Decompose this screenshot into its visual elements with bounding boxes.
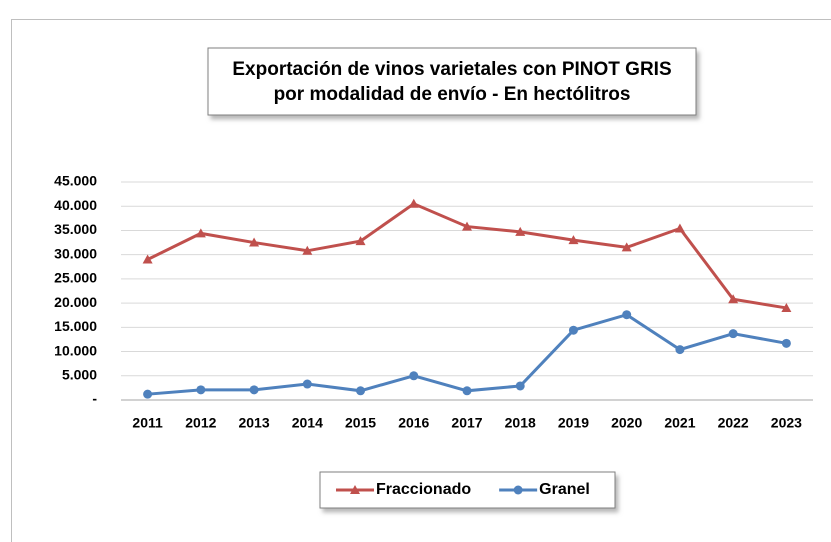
marker	[621, 242, 632, 252]
x-tick-label: 2012	[185, 415, 216, 431]
x-tick-label: 2022	[718, 415, 749, 431]
x-tick-label: 2023	[771, 415, 802, 431]
x-tick-label: 2014	[292, 415, 323, 431]
marker	[409, 371, 419, 381]
marker	[781, 302, 792, 312]
y-tick-label: 45.000	[54, 173, 97, 189]
y-tick-label: 30.000	[54, 245, 97, 261]
y-tick-label: 20.000	[54, 294, 97, 310]
x-tick-label: 2016	[398, 415, 429, 431]
y-tick-label: 25.000	[54, 270, 97, 286]
marker	[196, 385, 206, 395]
marker	[622, 310, 632, 320]
x-tick-label: 2019	[558, 415, 589, 431]
marker	[568, 325, 578, 335]
marker	[675, 345, 685, 355]
marker	[143, 389, 153, 399]
marker	[568, 235, 579, 245]
x-tick-label: 2017	[451, 415, 482, 431]
marker	[674, 223, 685, 233]
y-tick-label: 10.000	[54, 342, 97, 358]
y-tick-label: 35.000	[54, 221, 97, 237]
x-tick-label: 2018	[505, 415, 536, 431]
marker	[728, 329, 738, 339]
x-tick-label: 2015	[345, 415, 376, 431]
title-box	[207, 47, 697, 116]
marker	[249, 385, 259, 395]
marker	[728, 294, 739, 304]
marker	[355, 236, 366, 246]
chart-title: Exportación de vinos varietales con PINO…	[232, 59, 671, 80]
y-tick-label: 15.000	[54, 318, 97, 334]
y-tick-label: -	[92, 391, 97, 407]
marker	[356, 386, 366, 396]
marker	[515, 226, 526, 236]
x-tick-label: 2013	[238, 415, 269, 431]
x-tick-label: 2021	[664, 415, 695, 431]
legend-label: Granel	[539, 481, 590, 498]
marker	[462, 386, 472, 396]
y-tick-label: 5.000	[62, 366, 97, 382]
marker	[195, 228, 206, 238]
marker	[462, 221, 472, 231]
marker	[302, 245, 313, 255]
chart-title: por modalidad de envío - En hectólitros	[274, 84, 631, 105]
legend-marker	[513, 485, 523, 495]
x-tick-label: 2020	[611, 415, 642, 431]
marker	[515, 381, 525, 391]
marker	[408, 198, 419, 208]
marker	[302, 379, 312, 389]
legend-marker	[350, 485, 360, 494]
x-tick-label: 2011	[132, 415, 163, 431]
marker	[249, 237, 260, 247]
y-tick-label: 40.000	[54, 197, 97, 213]
marker	[781, 338, 791, 348]
legend-label: Fraccionado	[376, 481, 471, 498]
marker	[142, 254, 153, 264]
